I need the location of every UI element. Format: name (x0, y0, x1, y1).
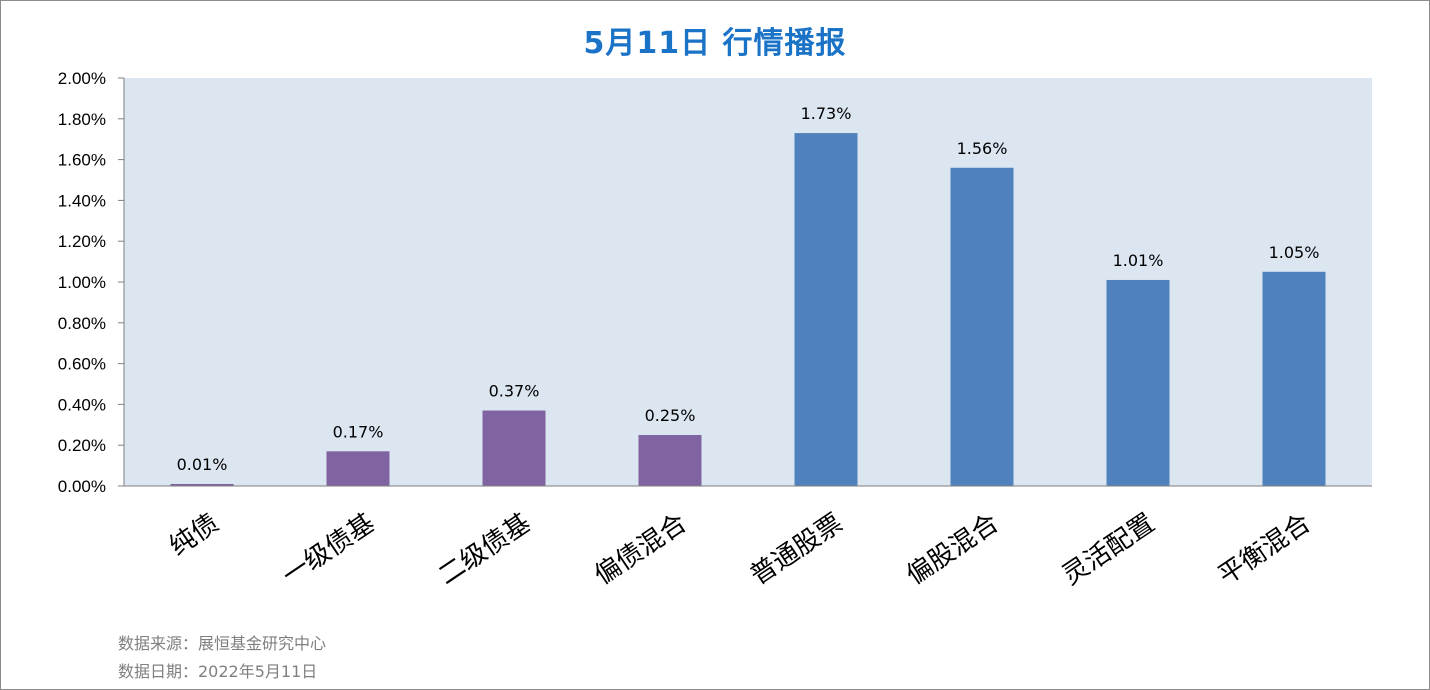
bar-value-label: 1.56% (957, 139, 1008, 158)
x-category-label: 普通股票 (745, 508, 848, 591)
bar-value-label: 0.17% (333, 422, 384, 441)
y-tick-label: 1.00% (58, 273, 106, 292)
y-tick-label: 1.20% (58, 232, 106, 251)
bar-value-label: 0.01% (177, 455, 228, 474)
data-source-note: 数据来源：展恒基金研究中心 (118, 634, 327, 653)
data-date-note: 数据日期：2022年5月11日 (118, 662, 318, 681)
x-axis: 纯债 一级债基 二级债基 偏债混合 普通股票 偏股混合 灵活配置 平衡混合 (124, 485, 1372, 591)
bar (170, 483, 234, 486)
plot-area (124, 78, 1372, 486)
bar-value-label: 1.05% (1269, 243, 1320, 262)
y-tick-label: 0.00% (58, 477, 106, 496)
x-category-label: 灵活配置 (1057, 508, 1160, 591)
bar (950, 167, 1014, 486)
bar (638, 435, 702, 486)
y-tick-label: 1.40% (58, 191, 106, 210)
chart-title: 5月11日 行情播报 (583, 26, 847, 61)
y-tick-label: 1.80% (58, 110, 106, 129)
x-category-label: 偏股混合 (901, 508, 1004, 591)
bar (326, 451, 390, 486)
y-tick-label: 0.40% (58, 395, 106, 414)
y-tick-label: 1.60% (58, 151, 106, 170)
bar (1262, 271, 1326, 486)
y-tick-label: 2.00% (58, 69, 106, 88)
x-category-label: 二级债基 (433, 508, 536, 591)
x-category-label: 纯债 (164, 508, 224, 562)
x-category-label: 平衡混合 (1213, 508, 1316, 591)
y-axis: 0.00% 0.20% 0.40% 0.60% 0.80% 1.00% 1.20% 1.40%… (58, 69, 125, 496)
y-tick-label: 0.60% (58, 355, 106, 374)
bars: 0.01% 0.17% 0.37% 0.25% 1.73% 1.56% 1.01% 1.05% (170, 104, 1326, 486)
bar-value-label: 0.25% (645, 406, 696, 425)
y-tick-label: 0.20% (58, 436, 106, 455)
bar (1106, 279, 1170, 486)
bar-value-label: 1.73% (801, 104, 852, 123)
y-tick-label: 0.80% (58, 314, 106, 333)
bar (794, 133, 858, 486)
bar-value-label: 0.37% (489, 382, 540, 401)
x-category-label: 一级债基 (277, 508, 380, 591)
bar (482, 410, 546, 486)
x-category-label: 偏债混合 (589, 508, 692, 591)
bar-value-label: 1.01% (1113, 251, 1164, 270)
